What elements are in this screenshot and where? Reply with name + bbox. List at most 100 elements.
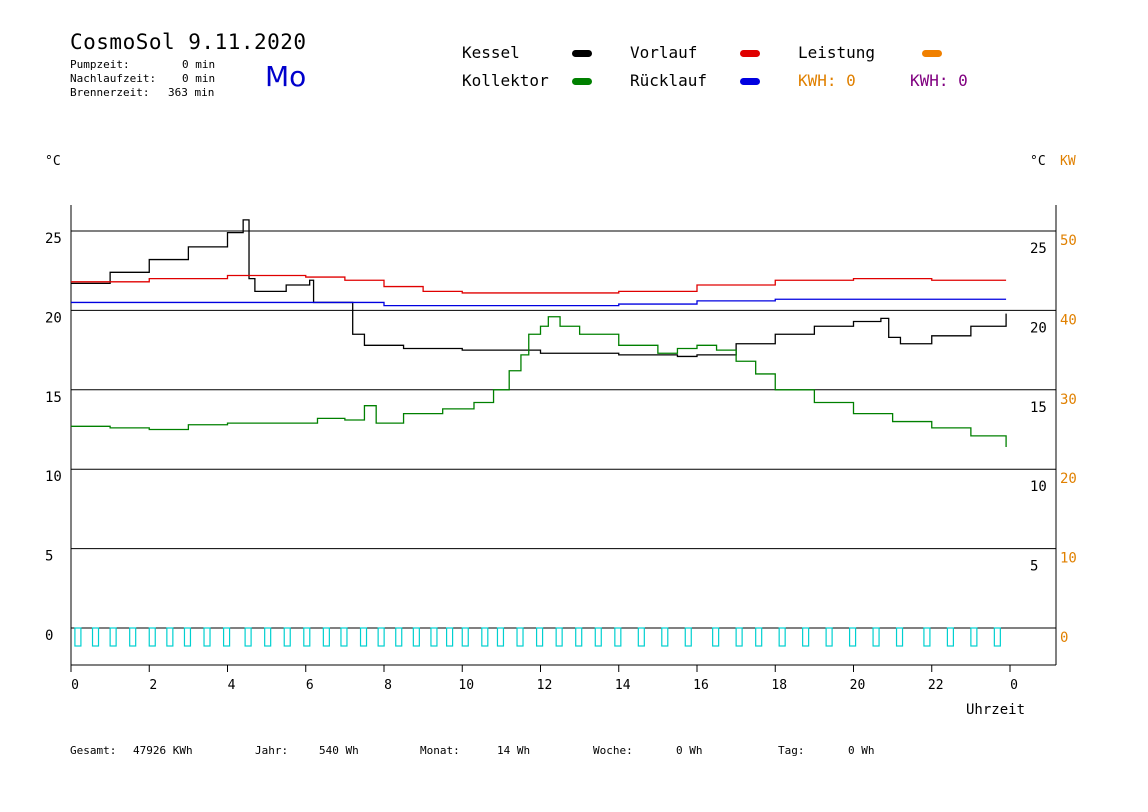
- x-tick-label: 0: [1010, 678, 1018, 693]
- pump-pulse: [303, 627, 311, 647]
- y-tick-right-kw: 30: [1060, 392, 1077, 408]
- pump-pulse: [222, 627, 231, 647]
- pump-pulse: [446, 627, 454, 647]
- pump-pulse: [923, 627, 931, 647]
- pump-pulse: [91, 627, 100, 647]
- pump-pulse: [481, 627, 489, 647]
- pump-pulse: [377, 627, 385, 647]
- y-tick-right-kw: 40: [1060, 312, 1077, 328]
- pump-pulse: [614, 627, 622, 647]
- legend-kessel-swatch: [572, 50, 592, 57]
- right-unit-label: °C: [1030, 154, 1046, 169]
- pump-pulse: [712, 627, 720, 647]
- x-tick-label: 22: [928, 678, 944, 693]
- pump-time-label: Pumpzeit:: [70, 58, 130, 71]
- x-tick-label: 20: [850, 678, 866, 693]
- pump-pulse: [166, 627, 174, 647]
- pump-pulse: [735, 627, 743, 647]
- legend-vorlauf: Vorlauf: [630, 43, 698, 62]
- chart-labels: °C °C KW Uhrzeit 0 2 4 6 8 10 12 14 16 18 20 22 0 25 2…: [45, 154, 1077, 718]
- chart-axes: [70, 205, 1057, 672]
- x-tick-label: 18: [771, 678, 787, 693]
- y-tick-right-temp: 5: [1030, 559, 1038, 575]
- pump-pulse: [778, 627, 786, 647]
- pump-pulse: [993, 627, 1001, 647]
- y-tick-left: 15: [45, 390, 62, 406]
- legend-leistung-swatch: [922, 50, 942, 57]
- series-rcklauf: [71, 298, 1007, 307]
- pump-pulse: [430, 627, 438, 647]
- pump-pulse: [461, 627, 469, 647]
- pump-pulse: [755, 627, 763, 647]
- pump-pulse: [183, 627, 192, 647]
- x-axis-label: Uhrzeit: [966, 702, 1025, 718]
- y-tick-right-temp: 10: [1030, 479, 1047, 495]
- pump-pulse: [395, 627, 403, 647]
- chart-grid: [71, 230, 1056, 629]
- pump-pulse: [555, 627, 563, 647]
- x-tick-label: 12: [537, 678, 553, 693]
- pump-pulse: [244, 627, 252, 647]
- legend-vorlauf-swatch: [740, 50, 760, 57]
- pump-pulse: [872, 627, 880, 647]
- footer-tag-value: 0 Wh: [848, 744, 875, 757]
- x-tick-label: 14: [615, 678, 631, 693]
- y-tick-right-temp: 25: [1030, 241, 1047, 257]
- pump-time-value: 0 min: [182, 58, 216, 71]
- footer-monat-value: 14 Wh: [497, 744, 531, 757]
- y-tick-left: 25: [45, 231, 62, 247]
- x-tick-label: 4: [228, 678, 236, 693]
- y-tick-left: 0: [45, 628, 53, 644]
- pump-pulse: [203, 627, 211, 647]
- y-tick-right-temp: 20: [1030, 320, 1047, 336]
- footer-woche-label: Woche:: [593, 744, 633, 757]
- legend-kollektor: Kollektor: [462, 71, 549, 90]
- pump-pulse: [637, 627, 645, 647]
- brenner-time-value: 363 min: [168, 86, 215, 99]
- y-tick-right-kw: 20: [1060, 471, 1077, 487]
- legend-ruecklauf-swatch: [740, 78, 760, 85]
- pump-pulse: [496, 627, 505, 647]
- y-tick-right-kw: 50: [1060, 233, 1077, 249]
- nachlauf-time-label: Nachlaufzeit:: [70, 72, 157, 85]
- footer-tag-label: Tag:: [778, 744, 805, 757]
- pump-pulse: [684, 627, 692, 647]
- footer-gesamt-value: 47926 KWh: [133, 744, 193, 757]
- pump-pulse: [661, 627, 669, 647]
- legend-leistung: Leistung: [798, 43, 876, 62]
- y-tick-right-temp: 15: [1030, 400, 1047, 416]
- series-kollektor: [71, 316, 1007, 447]
- y-tick-left: 10: [45, 469, 62, 485]
- y-tick-right-kw: 10: [1060, 551, 1077, 567]
- series-kessel: [71, 219, 1007, 358]
- page-title: CosmoSol 9.11.2020: [70, 30, 307, 54]
- weekday-label: Mo: [265, 60, 307, 93]
- pump-pulse: [848, 627, 857, 647]
- legend-kwh-2: KWH: 0: [910, 71, 968, 90]
- right-unit-kw-label: KW: [1060, 154, 1076, 169]
- pump-pulse: [946, 627, 955, 647]
- left-unit-label: °C: [45, 154, 61, 169]
- pump-pulse: [535, 627, 544, 647]
- x-tick-label: 0: [71, 678, 79, 693]
- pump-pulse: [322, 627, 330, 647]
- nachlauf-time-value: 0 min: [182, 72, 216, 85]
- pump-pulse: [412, 627, 420, 647]
- legend-kollektor-swatch: [572, 78, 592, 85]
- pump-pulse: [970, 627, 978, 647]
- pump-pulse: [340, 627, 348, 647]
- pump-pulse: [575, 627, 583, 647]
- footer-jahr-value: 540 Wh: [319, 744, 359, 757]
- legend-kwh-1: KWH: 0: [798, 71, 856, 90]
- pump-pulse: [109, 627, 117, 647]
- x-tick-label: 16: [693, 678, 709, 693]
- pump-pulses: [74, 627, 1001, 647]
- series-vorlauf: [71, 274, 1007, 294]
- chart-series: [71, 219, 1007, 447]
- x-tick-label: 8: [384, 678, 392, 693]
- pump-pulse: [516, 627, 524, 647]
- pump-pulse: [359, 627, 368, 647]
- pump-pulse: [264, 627, 272, 647]
- pump-pulse: [283, 627, 291, 647]
